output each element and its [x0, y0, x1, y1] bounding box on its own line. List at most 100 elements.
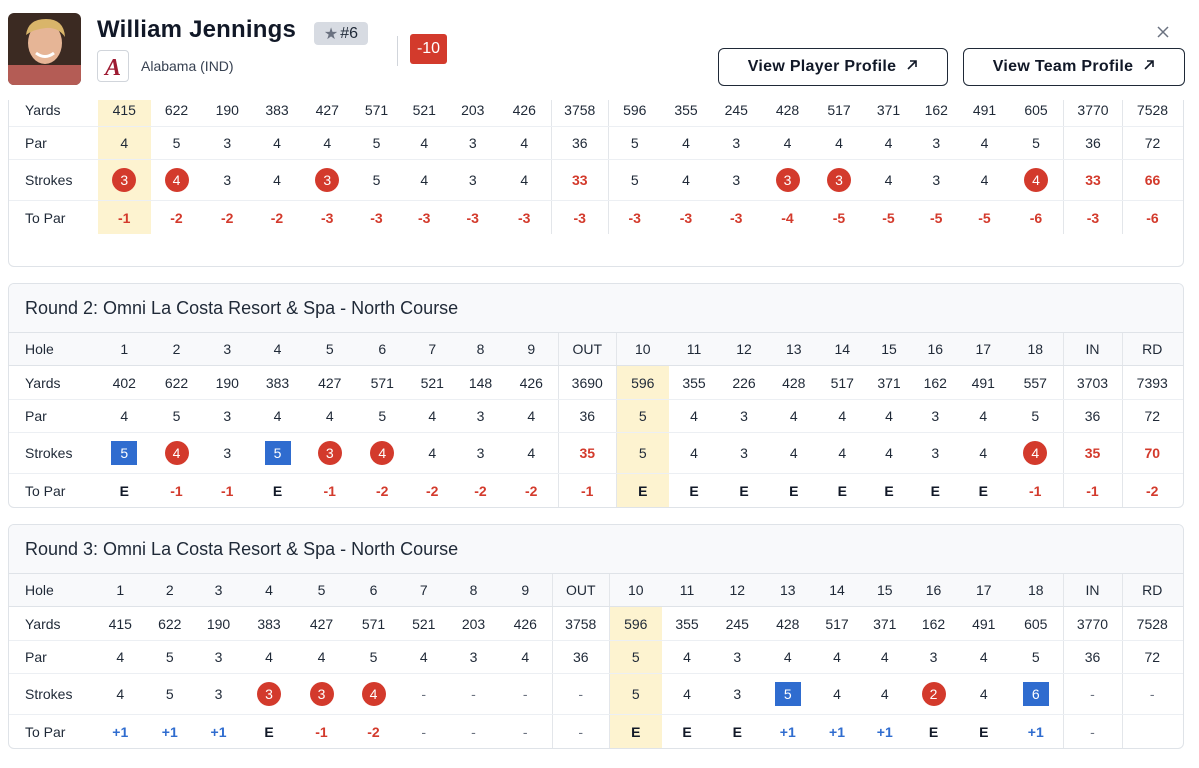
par-cell: 3: [214, 649, 223, 665]
hole-header: IN: [1062, 333, 1122, 365]
strokes-cell: 4: [273, 172, 281, 188]
view-team-profile-label: View Team Profile: [992, 58, 1134, 75]
strokes-cell: 5: [165, 686, 174, 702]
par-cell: 5: [369, 649, 378, 665]
yards-cell: 355: [682, 374, 706, 391]
row-label: Strokes: [25, 445, 73, 461]
hole-header: 3: [214, 582, 223, 598]
to-par-cell: -3: [1063, 201, 1122, 234]
round-2-scorecard: Round 2: Omni La Costa Resort & Spa - No…: [8, 283, 1184, 508]
yards-cell: 427: [315, 101, 339, 118]
yards-cell: 245: [725, 615, 749, 632]
strokes-cell: 3: [740, 445, 748, 461]
yards-cell: 428: [775, 101, 800, 118]
strokes-cell: 5: [615, 433, 670, 473]
bogey-marker: 5: [111, 441, 138, 465]
hole-header: 2: [165, 582, 174, 598]
yards-cell: 557: [1023, 374, 1047, 391]
hole-header: 3: [223, 341, 232, 357]
strokes-cell: 4: [151, 160, 203, 200]
row-label: Yards: [25, 101, 61, 118]
yards-cell: 491: [971, 374, 995, 391]
yards-cell: 162: [924, 101, 948, 118]
strokes-cell: 4: [527, 445, 536, 461]
yards-cell: 402: [112, 374, 136, 391]
hole-header: RD: [1121, 574, 1183, 606]
view-player-profile-button[interactable]: View Player Profile: [718, 48, 948, 86]
par-cell: 5: [165, 649, 174, 665]
to-par-cell: E: [689, 482, 699, 499]
yards-cell: 203: [461, 615, 486, 632]
strokes-cell: 4: [980, 172, 989, 188]
to-par-cell: -3: [730, 209, 743, 226]
birdie-marker: 4: [164, 441, 189, 465]
to-par-cell: E: [837, 482, 847, 499]
birdie-marker: 3: [827, 168, 851, 192]
row-to-par: To Par E -1 -1 E -1 -2 -2 -2 -2 -1 E E E E E E E E -1 -1 -2: [9, 474, 1183, 507]
rank-badge: ★ #6: [314, 22, 368, 45]
row-to-par: To Par -1 -2 -2 -2 -3 -3 -3 -3 -3 -3 -3 -3 -3 -4 -5 -5 -5…: [9, 201, 1183, 234]
to-par-cell: -1: [323, 482, 336, 499]
par-cell: 3: [932, 135, 941, 151]
to-par-cell: -3: [551, 201, 608, 234]
view-team-profile-button[interactable]: View Team Profile: [963, 48, 1185, 86]
par-cell: 5: [608, 641, 663, 673]
svg-text:A: A: [103, 55, 121, 81]
birdie-marker: 3: [775, 168, 800, 192]
par-cell: 4: [884, 135, 893, 151]
row-label: Hole: [25, 582, 54, 598]
par-cell: 5: [615, 400, 670, 432]
to-par-cell: E: [119, 482, 129, 499]
yards-cell: 383: [265, 374, 290, 391]
row-yards: Yards 415 622 190 383 427 571 521 203 426 3758 596 3…: [9, 93, 1183, 127]
hole-header: 17: [975, 582, 992, 598]
bogey-marker: 5: [774, 682, 801, 706]
yards-cell: 596: [608, 607, 663, 640]
to-par-cell: -: [522, 723, 528, 740]
close-icon[interactable]: [1153, 22, 1173, 42]
row-yards: Yards 415 622 190 383 427 571 521 203 426 3758 596 3…: [9, 607, 1183, 641]
to-par-cell: -1: [558, 474, 616, 507]
strokes-cell: 4: [884, 172, 893, 188]
strokes-cell: 4: [683, 686, 691, 702]
par-cell: 4: [265, 649, 273, 665]
highlight-column: [615, 366, 669, 507]
strokes-cell: 4: [428, 445, 437, 461]
row-strokes: Strokes 5 4 3 5 3 4 4 3 4 35 5 4 3 4 4 4 3 4 4 35 70: [9, 433, 1183, 474]
hole-header: 1: [120, 341, 129, 357]
row-label: Par: [25, 408, 47, 424]
yards-cell: 521: [412, 101, 436, 118]
strokes-cell: 66: [1122, 160, 1182, 200]
to-par-cell: -2: [376, 482, 389, 499]
yards-cell: 371: [876, 101, 901, 118]
to-par-cell: -2: [221, 209, 234, 226]
yards-cell: 190: [206, 615, 231, 632]
player-header: William Jennings ★ #6 A Alabama (IND) -1…: [0, 0, 1199, 100]
to-par-cell: -2: [525, 482, 538, 499]
strokes-cell: 3: [214, 686, 223, 702]
row-label: To Par: [25, 209, 66, 226]
yards-cell: 622: [164, 374, 189, 391]
hole-header: 12: [736, 341, 752, 357]
yards-cell: 517: [830, 374, 854, 391]
par-cell: 3: [476, 408, 485, 424]
to-par-cell: E: [264, 723, 274, 740]
strokes-cell: -: [421, 686, 427, 702]
total-score-badge: -10: [410, 34, 447, 64]
strokes-cell: 4: [789, 445, 798, 461]
to-par-cell: +1: [1027, 723, 1044, 740]
yards-cell: 596: [607, 93, 662, 126]
par-cell: 4: [428, 408, 437, 424]
yards-cell: 571: [364, 101, 389, 118]
strokes-cell: 3: [223, 172, 232, 188]
row-to-par: To Par +1 +1 +1 E -1 -2- - - - E E E +1 +1 +1 E E +1-: [9, 715, 1183, 748]
hole-header: IN: [1062, 574, 1122, 606]
to-par-cell: -6: [1029, 209, 1043, 226]
hole-header: 2: [172, 341, 181, 357]
to-par-cell: -1: [315, 723, 328, 740]
par-cell: 5: [172, 135, 181, 151]
to-par-cell: -2: [170, 209, 183, 226]
yards-cell: 427: [318, 374, 342, 391]
par-cell: 4: [833, 649, 841, 665]
